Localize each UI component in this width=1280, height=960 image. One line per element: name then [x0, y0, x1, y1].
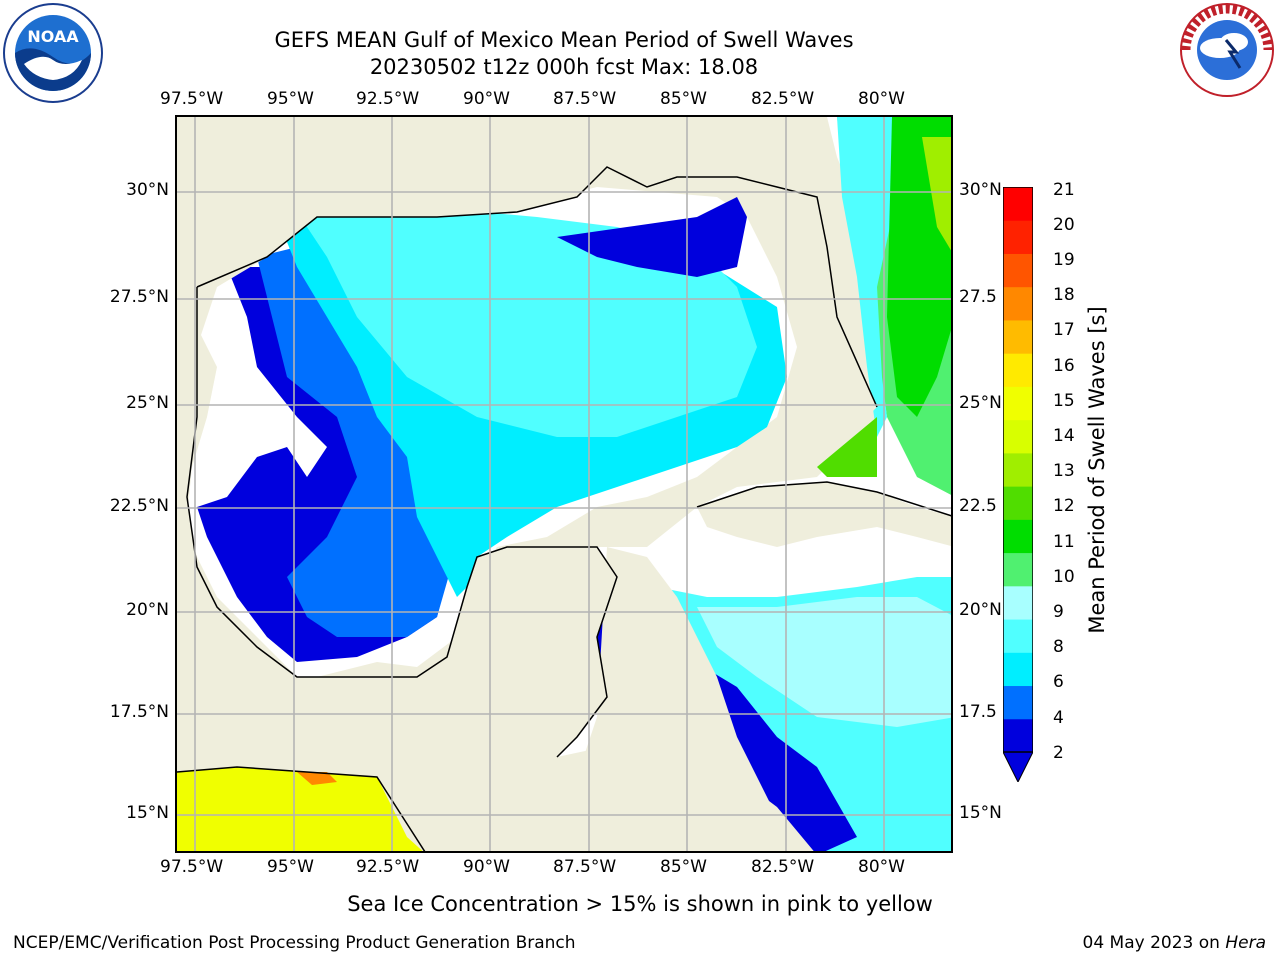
colorbar-segment [1003, 552, 1033, 587]
chart-subtitle: 20230502 t12z 000h fcst Max: 18.08 [369, 55, 759, 79]
colorbar-label: 6 [1053, 672, 1064, 692]
colorbar-segment [1003, 319, 1033, 354]
land-cuba [697, 482, 951, 547]
lon-tick-top: 87.5°W [553, 89, 617, 109]
lon-tick-bottom: 95°W [267, 857, 314, 877]
lon-tick-top: 80°W [858, 89, 905, 109]
colorbar-segment [1003, 386, 1033, 421]
lon-tick-top: 82.5°W [751, 89, 815, 109]
map-canvas [177, 117, 951, 851]
lat-tick-right: 20°N [959, 600, 1002, 620]
colorbar-label: 11 [1053, 532, 1075, 552]
colorbar-segment [1003, 220, 1033, 254]
caribbean-light [697, 597, 951, 727]
colorbar-label: 13 [1053, 461, 1075, 481]
lat-tick-right: 27.5 [959, 287, 997, 307]
colorbar-label: 2 [1053, 743, 1064, 763]
colorbar-label: 20 [1053, 215, 1075, 235]
graticule [177, 117, 951, 851]
swell-band-ne-blue [557, 197, 747, 277]
land-florida [777, 187, 877, 417]
footer-credit: NCEP/EMC/Verification Post Processing Pr… [13, 933, 576, 953]
lat-tick-left: 25°N [126, 393, 169, 413]
colorbar-segment [1003, 585, 1033, 620]
colorbar-label: 14 [1053, 426, 1075, 446]
lat-tick-right: 30°N [959, 180, 1002, 200]
lon-tick-bottom: 97.5°W [160, 857, 224, 877]
colorbar-label: 4 [1053, 708, 1064, 728]
svg-text:NOAA: NOAA [27, 27, 79, 46]
lat-tick-right: 17.5 [959, 702, 997, 722]
lat-tick-left: 17.5°N [109, 702, 169, 722]
colorbar-label: 10 [1053, 567, 1075, 587]
colorbar-label: 9 [1053, 602, 1064, 622]
lat-tick-left: 22.5°N [109, 496, 169, 516]
lat-tick-left: 20°N [126, 600, 169, 620]
colorbar-segment [1003, 187, 1033, 221]
lat-tick-left: 27.5°N [109, 287, 169, 307]
lon-tick-bottom: 87.5°W [553, 857, 617, 877]
footer-date-text: 04 May 2023 on [1082, 933, 1226, 953]
lon-tick-top: 97.5°W [160, 89, 224, 109]
colorbar [1003, 187, 1033, 782]
colorbar-segment [1003, 685, 1033, 720]
colorbar-segment [1003, 519, 1033, 554]
colorbar-segment [1003, 419, 1033, 454]
colorbar-extend-arrow [1003, 751, 1033, 782]
sea-ice-sw [177, 767, 423, 851]
lat-tick-right: 15°N [959, 803, 1002, 823]
noaa-logo-icon: NOAA [3, 3, 103, 103]
lon-tick-top: 95°W [267, 89, 314, 109]
land-central-america [577, 547, 795, 851]
colorbar-label: 8 [1053, 637, 1064, 657]
lon-tick-bottom: 90°W [463, 857, 510, 877]
chart-title: GEFS MEAN Gulf of Mexico Mean Period of … [274, 28, 854, 52]
lon-tick-top: 90°W [463, 89, 510, 109]
colorbar-label: 16 [1053, 356, 1075, 376]
colorbar-segment [1003, 486, 1033, 520]
lon-tick-bottom: 82.5°W [751, 857, 815, 877]
colorbar-segment [1003, 718, 1033, 753]
national-weather-service-logo-icon [1180, 3, 1274, 97]
colorbar-segment [1003, 619, 1033, 653]
lon-tick-top: 92.5°W [356, 89, 420, 109]
lon-tick-bottom: 85°W [660, 857, 707, 877]
colorbar-segment [1003, 253, 1033, 288]
colorbar-segment [1003, 353, 1033, 387]
atlantic-cyan [837, 117, 897, 437]
lon-tick-bottom: 92.5°W [356, 857, 420, 877]
map-panel [175, 115, 953, 853]
bahamas-green [817, 417, 877, 477]
lon-tick-top: 85°W [660, 89, 707, 109]
lon-tick-bottom: 80°W [858, 857, 905, 877]
colorbar-label: 15 [1053, 391, 1075, 411]
colorbar-segment [1003, 652, 1033, 687]
colorbar-title: Mean Period of Swell Waves [s] [1085, 306, 1109, 634]
colorbar-label: 21 [1053, 180, 1075, 200]
footer-date: 04 May 2023 on Hera [1083, 933, 1267, 953]
coastline [177, 166, 951, 851]
sea-ice-note: Sea Ice Concentration > 15% is shown in … [347, 892, 933, 916]
colorbar-label: 18 [1053, 285, 1075, 305]
lat-tick-left: 30°N [126, 180, 169, 200]
colorbar-segment [1003, 286, 1033, 321]
land-north-america [177, 117, 832, 777]
lat-tick-left: 15°N [126, 803, 169, 823]
colorbar-label: 17 [1053, 320, 1075, 340]
colorbar-label: 12 [1053, 496, 1075, 516]
footer-machine: Hera [1225, 933, 1266, 953]
lat-tick-right: 25°N [959, 393, 1002, 413]
sea-ice-sw-orange [297, 772, 337, 785]
colorbar-segment [1003, 452, 1033, 487]
colorbar-label: 19 [1053, 250, 1075, 270]
lat-tick-right: 22.5 [959, 496, 997, 516]
atlantic-yellowgreen [922, 137, 951, 251]
